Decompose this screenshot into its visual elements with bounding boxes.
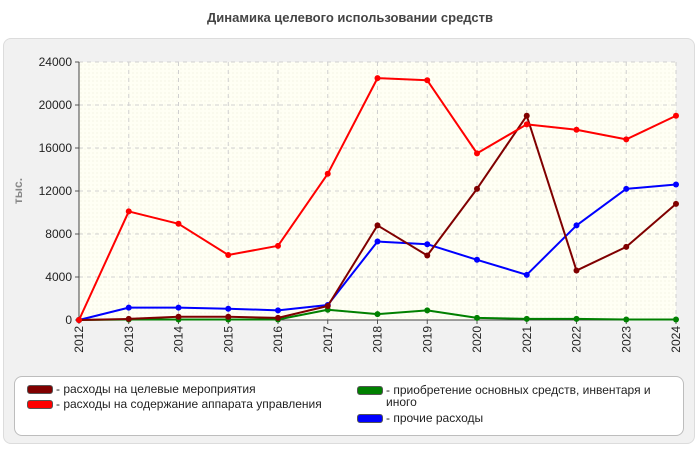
y-axis-label: тыс. <box>11 178 25 204</box>
x-tick-label: 2017 <box>321 326 335 353</box>
data-point <box>225 313 232 320</box>
data-point <box>275 314 281 321</box>
data-point <box>623 136 630 143</box>
data-point <box>523 112 530 119</box>
y-tick-label: 4000 <box>45 270 72 284</box>
data-point <box>523 315 530 322</box>
legend-label: - приобретение основных средств, инвента… <box>386 383 651 409</box>
x-tick-label: 2016 <box>271 326 285 353</box>
data-point <box>324 303 331 310</box>
x-tick-label: 2012 <box>72 326 86 353</box>
data-point <box>125 315 132 322</box>
data-point <box>623 243 630 250</box>
data-point <box>424 252 431 259</box>
data-point <box>175 304 182 311</box>
legend-swatch <box>357 386 383 395</box>
data-point <box>225 305 232 312</box>
data-point <box>76 317 82 323</box>
data-point <box>573 222 580 229</box>
x-tick-label: 2013 <box>122 326 136 353</box>
data-point <box>374 311 381 318</box>
legend-swatch <box>357 414 383 423</box>
data-point <box>275 307 281 314</box>
data-point <box>175 220 182 227</box>
data-point <box>573 267 580 274</box>
data-point <box>523 121 530 128</box>
x-tick-label: 2015 <box>221 326 235 353</box>
data-point <box>374 238 381 245</box>
data-point <box>424 307 431 314</box>
data-point <box>573 315 580 322</box>
data-point <box>474 314 480 321</box>
data-point <box>474 256 480 263</box>
legend-label: - расходы на содержание аппарата управле… <box>56 397 322 411</box>
legend-label: - расходы на целевые мероприятия <box>56 382 256 396</box>
data-point <box>374 75 381 82</box>
legend-item-admin-costs: - расходы на содержание аппарата управле… <box>27 398 322 410</box>
x-tick-label: 2024 <box>669 326 683 353</box>
legend-swatch <box>27 385 53 394</box>
data-point <box>225 251 232 258</box>
x-tick-label: 2018 <box>371 326 385 353</box>
data-point <box>474 150 480 157</box>
data-point <box>623 316 630 323</box>
y-tick-label: 24000 <box>39 55 73 69</box>
legend-item-other-costs: - прочие расходы <box>357 412 483 424</box>
data-point <box>573 126 580 133</box>
data-point <box>125 208 132 215</box>
data-point <box>673 181 679 188</box>
y-tick-label: 16000 <box>39 141 73 155</box>
y-tick-label: 12000 <box>39 184 73 198</box>
data-point <box>673 200 679 207</box>
x-tick-label: 2019 <box>420 326 434 353</box>
data-point <box>673 112 679 119</box>
chart-title: Динамика целевого использовании средств <box>207 10 493 25</box>
legend: - расходы на целевые мероприятия - расхо… <box>14 376 684 436</box>
x-tick-label: 2021 <box>520 326 534 353</box>
x-tick-label: 2020 <box>470 326 484 353</box>
x-tick-label: 2023 <box>619 326 633 353</box>
legend-item-target-events: - расходы на целевые мероприятия <box>27 383 256 395</box>
legend-item-fixed-assets: - приобретение основных средств, инвента… <box>357 384 677 408</box>
data-point <box>623 185 630 192</box>
data-point <box>374 222 381 229</box>
data-point <box>523 271 530 278</box>
y-tick-label: 0 <box>65 313 72 327</box>
data-point <box>424 77 431 84</box>
legend-swatch <box>27 400 53 409</box>
y-tick-label: 20000 <box>39 98 73 112</box>
data-point <box>424 241 431 248</box>
y-tick-label: 8000 <box>45 227 72 241</box>
data-point <box>673 316 679 323</box>
legend-label: - прочие расходы <box>386 411 484 425</box>
data-point <box>474 185 480 192</box>
data-point <box>324 170 331 177</box>
data-point <box>275 242 281 249</box>
x-tick-label: 2022 <box>570 326 584 353</box>
data-point <box>125 304 132 311</box>
data-point <box>175 313 182 320</box>
x-tick-label: 2014 <box>172 326 186 353</box>
